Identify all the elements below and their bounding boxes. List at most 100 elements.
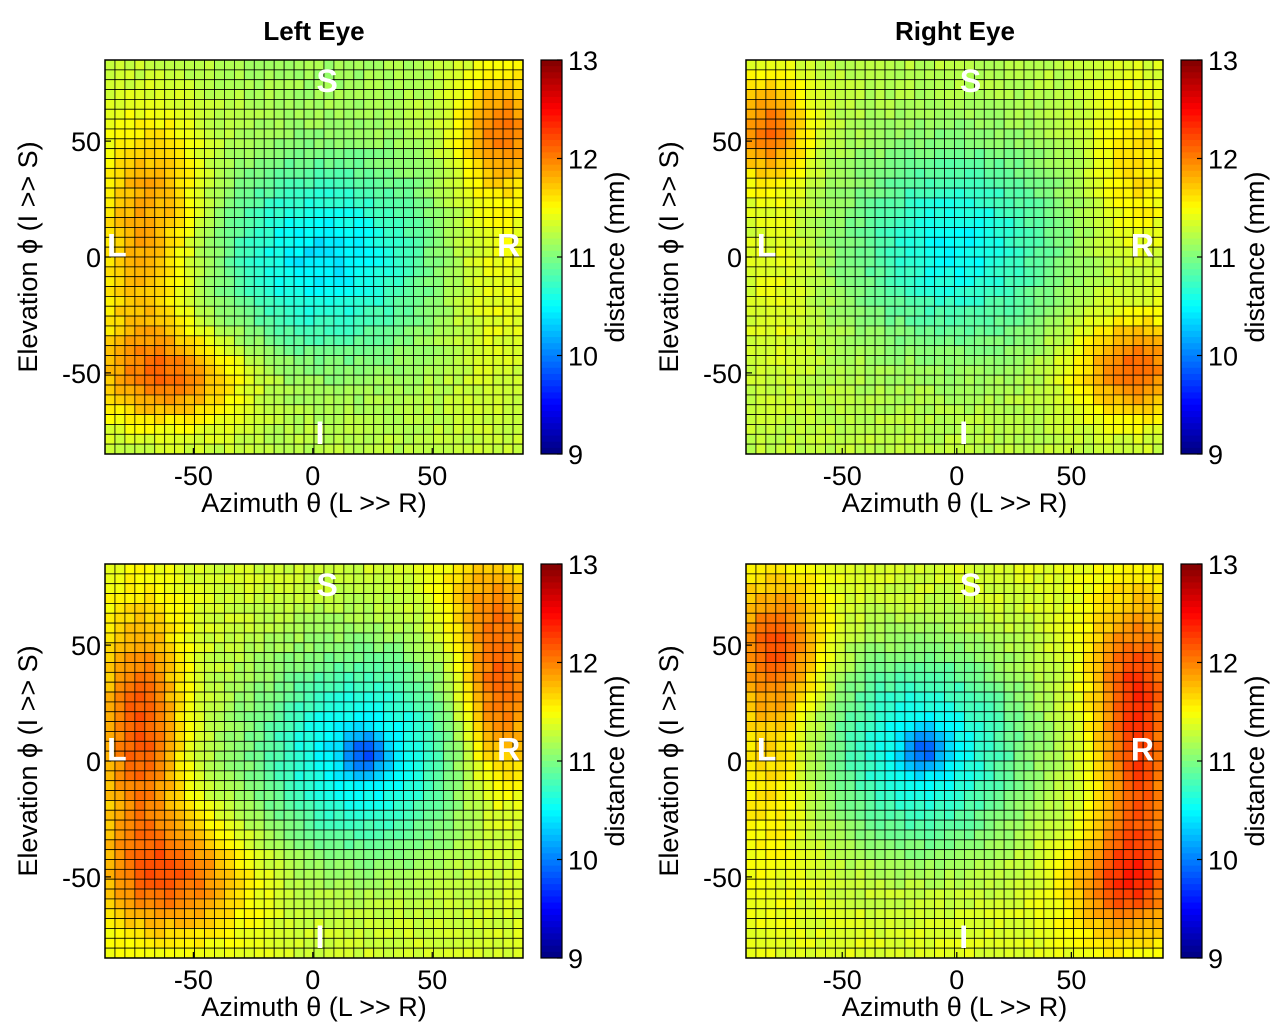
heatmap-cell — [433, 187, 444, 199]
heatmap-cell — [745, 384, 757, 396]
heatmap-cell — [343, 59, 355, 71]
heatmap-cell — [233, 276, 245, 287]
heatmap-cell — [1103, 404, 1114, 416]
heatmap-cell — [293, 256, 305, 268]
heatmap-cell — [323, 355, 335, 366]
heatmap-cell — [433, 612, 444, 624]
heatmap-cell — [323, 364, 335, 376]
heatmap-cell — [815, 138, 826, 150]
heatmap-cell — [403, 603, 414, 614]
heatmap-cell — [983, 404, 995, 416]
heatmap-cell — [413, 364, 424, 376]
heatmap-cell — [1043, 197, 1055, 209]
colorbar-swatch — [541, 435, 562, 443]
heatmap-cell — [874, 276, 886, 287]
heatmap-cell — [313, 118, 325, 130]
heatmap-cell — [243, 424, 255, 435]
heatmap-cell — [502, 691, 514, 703]
heatmap-cell — [512, 583, 524, 594]
heatmap-cell — [214, 384, 225, 396]
heatmap-cell — [834, 305, 846, 317]
heatmap-cell — [373, 622, 385, 634]
heatmap-cell — [452, 138, 464, 150]
heatmap-cell — [914, 443, 926, 455]
heatmap-cell — [233, 99, 245, 110]
heatmap-cell — [423, 128, 434, 140]
heatmap-cell — [1142, 325, 1154, 337]
heatmap-cell — [343, 217, 355, 228]
heatmap-cell — [1152, 177, 1164, 189]
heatmap-cell — [745, 118, 757, 130]
heatmap-cell — [403, 760, 414, 772]
heatmap-cell — [393, 325, 404, 337]
heatmap-cell — [795, 325, 806, 337]
heatmap-cell — [343, 355, 355, 366]
heatmap-cell — [204, 325, 215, 337]
heatmap-cell — [154, 878, 166, 890]
heatmap-cell — [492, 809, 504, 821]
heatmap-cell — [884, 246, 896, 258]
heatmap-cell — [154, 563, 166, 575]
heatmap-cell — [1013, 79, 1025, 90]
heatmap-cell — [964, 187, 975, 199]
heatmap-cell — [233, 632, 245, 644]
heatmap-cell — [393, 878, 404, 890]
heatmap-cell — [1003, 266, 1015, 278]
heatmap-cell — [1033, 246, 1045, 258]
heatmap-cell — [983, 167, 995, 179]
heatmap-cell — [1003, 325, 1015, 337]
heatmap-cell — [194, 731, 205, 742]
heatmap-cell — [164, 315, 176, 327]
heatmap-cell — [273, 158, 285, 169]
heatmap-cell — [1003, 236, 1015, 248]
heatmap-cell — [243, 800, 255, 811]
heatmap-cell — [983, 424, 995, 435]
heatmap-cell — [785, 217, 797, 228]
heatmap-cell — [263, 642, 275, 654]
heatmap-cell — [482, 246, 494, 258]
colorbar-swatch — [1181, 337, 1202, 344]
heatmap-cell — [363, 374, 375, 386]
heatmap-cell — [224, 424, 235, 435]
heatmap-cell — [1122, 295, 1134, 307]
heatmap-cell — [482, 671, 494, 683]
heatmap-cell — [413, 652, 424, 663]
heatmap-cell — [512, 859, 524, 870]
heatmap-cell — [243, 612, 255, 624]
heatmap-cell — [214, 868, 225, 880]
heatmap-cell — [944, 148, 955, 159]
heatmap-cell — [805, 89, 816, 100]
heatmap-cell — [134, 671, 146, 683]
heatmap-cell — [194, 266, 205, 278]
heatmap-cell — [805, 227, 816, 238]
heatmap-cell — [924, 138, 936, 150]
heatmap-cell — [745, 256, 757, 268]
colorbar-swatch — [1181, 404, 1202, 412]
heatmap-cell — [433, 849, 444, 860]
heatmap-cell — [973, 177, 985, 189]
heatmap-cell — [924, 286, 936, 297]
heatmap-cell — [154, 443, 166, 455]
heatmap-cell — [492, 829, 504, 841]
heatmap-cell — [224, 404, 235, 416]
colorbar-swatch — [1181, 275, 1202, 283]
heatmap-cell — [293, 731, 305, 742]
heatmap-cell — [442, 662, 454, 673]
heatmap-cell — [283, 256, 295, 268]
heatmap-cell — [144, 721, 156, 732]
heatmap-cell — [413, 563, 424, 575]
heatmap-cell — [283, 236, 295, 248]
colorbar-swatch — [1181, 423, 1202, 430]
heatmap-cell — [333, 197, 345, 209]
heatmap-cell — [243, 217, 255, 228]
heatmap-cell — [124, 424, 136, 435]
heatmap-cell — [174, 355, 186, 366]
heatmap-cell — [433, 443, 444, 455]
heatmap-cell — [333, 721, 345, 732]
heatmap-cell — [462, 99, 474, 110]
heatmap-cell — [482, 424, 494, 435]
heatmap-cell — [253, 829, 265, 841]
heatmap-cell — [114, 433, 126, 445]
colorbar-swatch — [541, 90, 562, 98]
heatmap-cell — [134, 721, 146, 732]
